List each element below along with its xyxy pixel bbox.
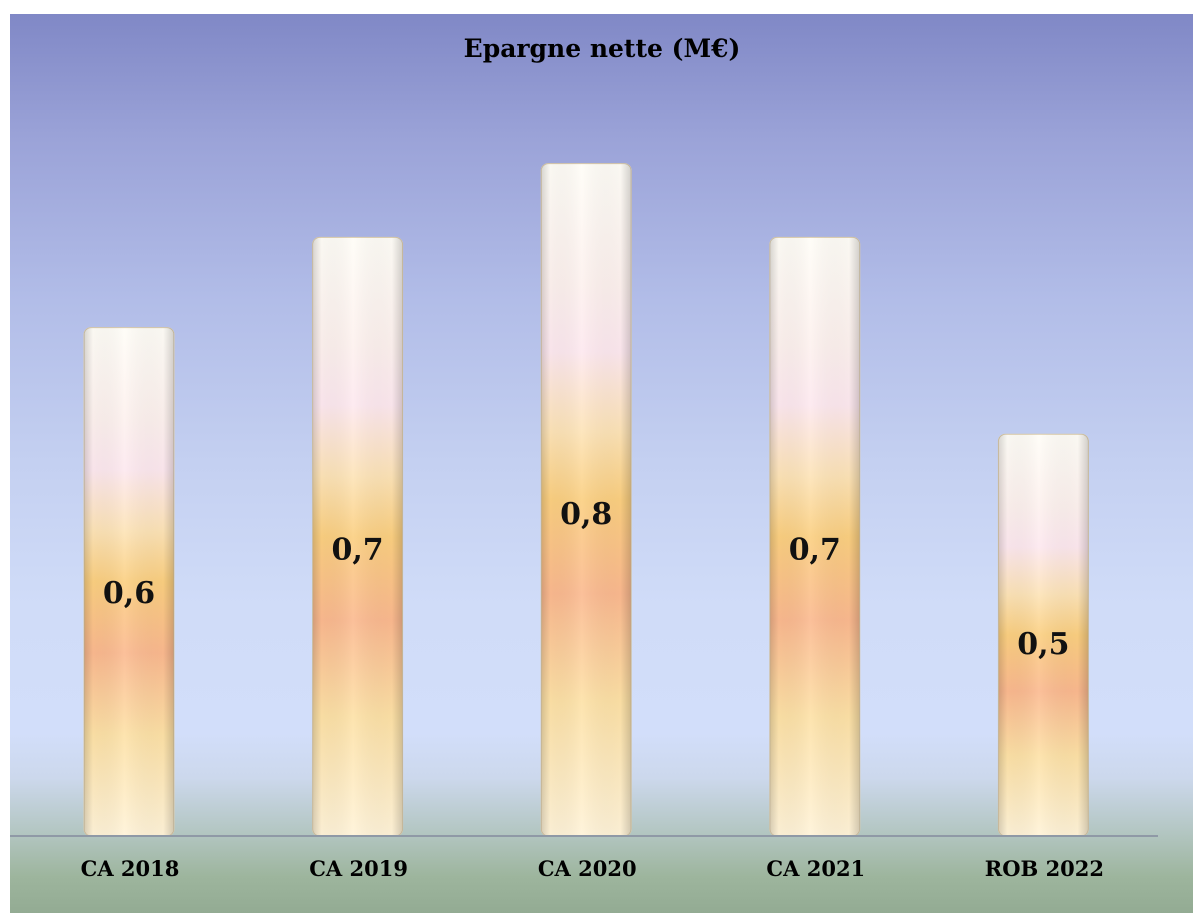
value-label-ca-2018: 0,6 [103, 576, 155, 611]
bar-shade-rob-2022 [998, 434, 1089, 836]
bar-chart: Epargne nette (M€) 0,6 0,7 0,8 0,7 0,5 CA 20… [10, 34, 1158, 881]
chart-title: Epargne nette (M€) [464, 34, 741, 63]
x-tick-label-ca-2019: CA 2019 [309, 856, 408, 881]
value-label-ca-2021: 0,7 [789, 533, 841, 568]
x-tick-label-ca-2020: CA 2020 [538, 856, 637, 881]
value-label-rob-2022: 0,5 [1017, 627, 1069, 662]
x-tick-labels: CA 2018 CA 2019 CA 2020 CA 2021 ROB 2022 [81, 856, 1104, 881]
value-labels-group: 0,6 0,7 0,8 0,7 0,5 [103, 497, 1070, 662]
bar-shade-ca-2018 [84, 327, 174, 836]
bar-shade-ca-2021 [769, 237, 860, 836]
value-label-ca-2020: 0,8 [560, 497, 612, 532]
value-label-ca-2019: 0,7 [331, 533, 383, 568]
chart-frame: Epargne nette (M€) 0,6 0,7 0,8 0,7 0,5 CA 20… [10, 14, 1193, 913]
bar-shade-ca-2019 [312, 237, 403, 836]
x-tick-label-ca-2018: CA 2018 [81, 856, 180, 881]
x-tick-label-ca-2021: CA 2021 [766, 856, 865, 881]
x-tick-label-rob-2022: ROB 2022 [985, 856, 1104, 881]
bar-shade-ca-2020 [541, 163, 632, 837]
bars-group [83, 163, 1089, 837]
